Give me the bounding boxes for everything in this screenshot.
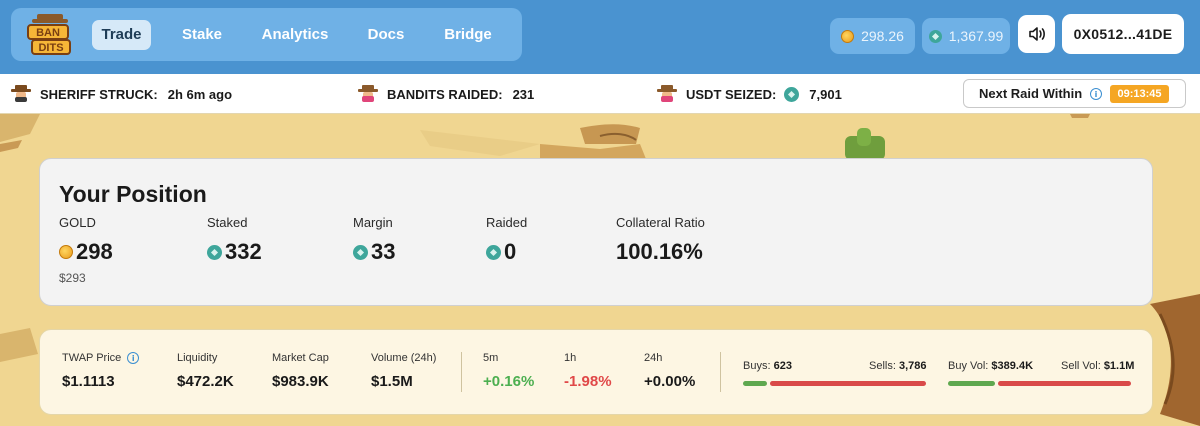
- tab-analytics[interactable]: Analytics: [261, 26, 329, 43]
- twap-price-stat: TWAP Price i $1.1113: [62, 352, 140, 390]
- sheriff-struck-stat: SHERIFF STRUCK: 2h 6m ago: [10, 74, 232, 114]
- market-stats-card: TWAP Price i $1.1113 Liquidity $472.2K Ma…: [39, 329, 1153, 415]
- info-icon[interactable]: i: [1090, 88, 1102, 100]
- bandit-icon: [358, 85, 378, 102]
- raided-stat: Raided 0: [486, 215, 528, 264]
- tab-docs[interactable]: Docs: [367, 26, 405, 43]
- margin-value: 33: [371, 239, 396, 264]
- sell-volume: Sell Vol: $1.1M: [1061, 360, 1135, 372]
- next-raid-box[interactable]: Next Raid Within i 09:13:45: [963, 79, 1186, 108]
- raided-value: 0: [504, 239, 517, 264]
- usdt-balance-pill[interactable]: 1,367.99: [922, 18, 1010, 54]
- info-icon[interactable]: i: [127, 352, 140, 364]
- svg-text:BAN: BAN: [36, 27, 60, 39]
- buy-volume-bar: [948, 381, 995, 386]
- market-cap-value: $983.9K: [272, 373, 329, 390]
- usdt-gem-icon: [207, 244, 222, 260]
- gold-coin-icon: [841, 29, 855, 43]
- next-raid-label: Next Raid Within: [979, 86, 1083, 101]
- buy-volume: Buy Vol: $389.4K: [948, 360, 1034, 372]
- usdt-seized-stat: USDT SEIZED: 7,901: [656, 74, 842, 114]
- sells-ratio-bar: [770, 381, 926, 386]
- gold-stat: GOLD 298 $293: [59, 215, 113, 285]
- volume-value: $1.5M: [371, 373, 413, 390]
- margin-stat: Margin 33: [353, 215, 396, 264]
- gold-balance-pill[interactable]: 298.26: [830, 18, 915, 54]
- tab-trade[interactable]: Trade: [92, 20, 151, 50]
- liquidity-stat: Liquidity $472.2K: [177, 352, 234, 390]
- collateral-ratio-value: 100.16%: [616, 239, 703, 264]
- gold-balance: 298.26: [861, 28, 904, 44]
- desert-background: [0, 114, 1200, 426]
- gold-usd-value: $293: [59, 271, 86, 285]
- top-header: BAN DITS Trade Stake Analytics Docs Brid…: [0, 0, 1200, 74]
- usdt-gem-icon: [486, 244, 501, 260]
- buys-count: Buys: 623: [743, 360, 792, 372]
- tab-stake[interactable]: Stake: [181, 26, 223, 43]
- market-cap-stat: Market Cap $983.9K: [272, 352, 329, 390]
- buys-ratio-bar: [743, 381, 767, 386]
- volume-stat: Volume (24h) $1.5M: [371, 352, 437, 390]
- bandits-raided-stat: BANDITS RAIDED: 231: [357, 74, 534, 114]
- usdt-gem-icon: [353, 244, 368, 260]
- gold-coin-icon: [59, 245, 73, 259]
- divider: [720, 352, 721, 392]
- your-position-card: Your Position GOLD 298 $293 Staked 332 M…: [39, 158, 1153, 306]
- change-24h-value: +0.00%: [644, 373, 696, 390]
- change-1h-value: -1.98%: [564, 373, 612, 390]
- liquidity-value: $472.2K: [177, 373, 234, 390]
- usdt-gem-icon: [784, 86, 800, 102]
- divider: [461, 352, 462, 392]
- staked-value: 332: [225, 239, 262, 264]
- gold-value: 298: [76, 239, 113, 264]
- change-24h-stat: 24h +0.00%: [644, 352, 696, 390]
- wallet-button[interactable]: 0X0512...41DE: [1062, 14, 1184, 54]
- staked-stat: Staked 332: [207, 215, 262, 264]
- usdt-gem-icon: [928, 29, 942, 43]
- svg-text:DITS: DITS: [38, 42, 63, 54]
- collateral-ratio-stat: Collateral Ratio 100.16%: [616, 215, 705, 264]
- sound-toggle-button[interactable]: [1018, 15, 1055, 53]
- usdt-balance: 1,367.99: [948, 28, 1004, 44]
- change-5m-value: +0.16%: [483, 373, 535, 390]
- bandit-icon: [657, 85, 677, 102]
- position-title: Your Position: [59, 181, 207, 207]
- sheriff-icon: [11, 85, 31, 102]
- sell-volume-bar: [998, 381, 1131, 386]
- tab-bridge[interactable]: Bridge: [444, 26, 492, 43]
- change-5m-stat: 5m +0.16%: [483, 352, 535, 390]
- twap-price-value: $1.1113: [62, 373, 115, 390]
- sells-count: Sells: 3,786: [869, 360, 927, 372]
- change-1h-stat: 1h -1.98%: [564, 352, 612, 390]
- bandits-logo[interactable]: BAN DITS: [24, 12, 76, 58]
- next-raid-timer: 09:13:45: [1110, 85, 1169, 103]
- speaker-icon: [1028, 27, 1045, 41]
